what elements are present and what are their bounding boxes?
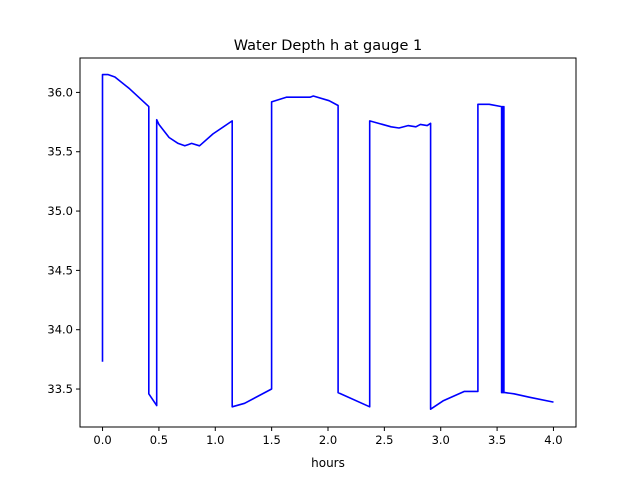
x-tick-label: 2.0 (319, 433, 337, 447)
y-tick-label: 33.5 (47, 382, 73, 396)
plot-area: 0.0 0.5 1.0 1.5 2.0 2.5 3.0 3.5 4.0 33.5 34.0 34.5 3… (47, 57, 577, 447)
x-axis-label: hours (311, 456, 345, 470)
y-tick-label: 36.0 (47, 85, 73, 99)
y-tick-label: 35.5 (47, 145, 73, 159)
x-tick-label: 1.5 (262, 433, 280, 447)
x-tick-label: 3.5 (488, 433, 506, 447)
x-tick-label: 0.5 (150, 433, 168, 447)
x-tick-label: 4.0 (544, 433, 562, 447)
y-tick-label: 34.5 (47, 263, 73, 277)
x-tick-label: 1.0 (206, 433, 224, 447)
x-tick-label: 0.0 (93, 433, 111, 447)
y-tick-label: 34.0 (47, 323, 73, 337)
x-tick-label: 2.5 (375, 433, 393, 447)
y-tick-label: 35.0 (47, 204, 73, 218)
series-line-h (101, 73, 554, 411)
x-tick-label: 3.0 (432, 433, 450, 447)
chart-title: Water Depth h at gauge 1 (234, 38, 422, 54)
